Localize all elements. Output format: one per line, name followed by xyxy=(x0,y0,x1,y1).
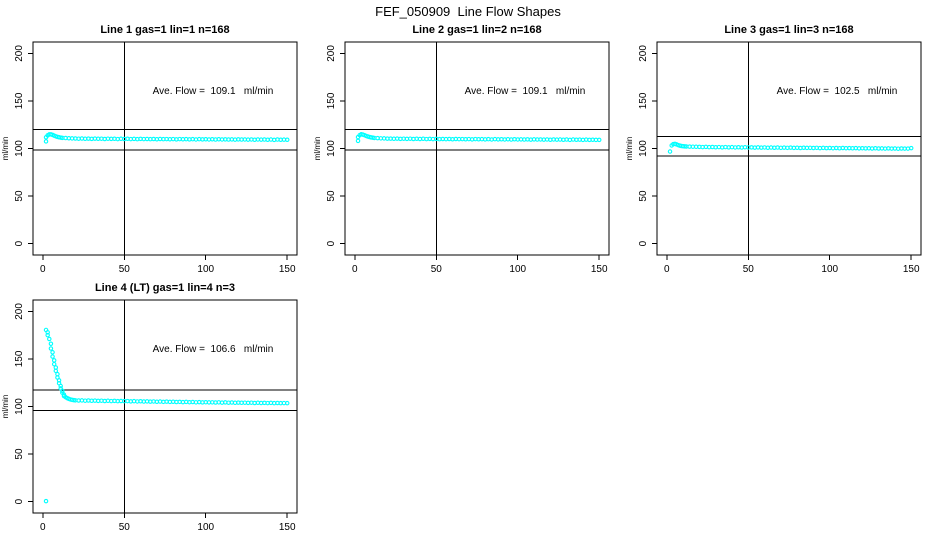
svg-text:100: 100 xyxy=(14,140,25,157)
svg-text:150: 150 xyxy=(14,92,25,109)
svg-text:50: 50 xyxy=(431,264,443,275)
svg-text:100: 100 xyxy=(638,140,649,157)
svg-text:0: 0 xyxy=(40,522,46,533)
svg-text:150: 150 xyxy=(326,92,337,109)
subplot-title: Line 2 gas=1 lin=2 n=168 xyxy=(412,24,542,36)
svg-text:150: 150 xyxy=(279,264,296,275)
svg-text:150: 150 xyxy=(638,92,649,109)
subplot-line-3: 0 50 100 150 0 50 100 150 200 ml/min Line 3 gas=1… xyxy=(624,24,936,282)
svg-text:50: 50 xyxy=(326,190,337,202)
svg-text:0: 0 xyxy=(638,240,649,246)
subplot-title: Line 4 (LT) gas=1 lin=4 n=3 xyxy=(94,282,236,294)
ave-flow-annotation: Ave. Flow = 109.1 ml/min xyxy=(152,86,274,97)
line-1-flow-chart: 0 50 100 150 0 50 100 150 200 ml/min xyxy=(1,41,298,275)
svg-text:100: 100 xyxy=(326,140,337,157)
svg-text:50: 50 xyxy=(14,448,25,460)
svg-text:150: 150 xyxy=(903,264,920,275)
svg-text:0: 0 xyxy=(664,264,670,275)
svg-text:100: 100 xyxy=(14,398,25,415)
page-title: FEF_050909 Line Flow Shapes xyxy=(375,4,561,19)
svg-text:50: 50 xyxy=(119,522,131,533)
svg-text:150: 150 xyxy=(591,264,608,275)
svg-text:ml/min: ml/min xyxy=(313,137,322,161)
line-3-flow-chart: 0 50 100 150 0 50 100 150 200 ml/min xyxy=(625,41,922,275)
svg-text:200: 200 xyxy=(14,303,25,320)
svg-text:ml/min: ml/min xyxy=(1,137,10,161)
subplot-title: Line 1 gas=1 lin=1 n=168 xyxy=(100,24,230,36)
svg-text:50: 50 xyxy=(638,190,649,202)
svg-text:50: 50 xyxy=(14,190,25,202)
svg-text:0: 0 xyxy=(352,264,358,275)
svg-text:0: 0 xyxy=(14,240,25,246)
svg-text:150: 150 xyxy=(279,522,296,533)
svg-text:200: 200 xyxy=(14,45,25,62)
svg-text:0: 0 xyxy=(14,498,25,504)
svg-text:ml/min: ml/min xyxy=(625,137,634,161)
ave-flow-annotation: Ave. Flow = 102.5 ml/min xyxy=(776,86,898,97)
svg-text:100: 100 xyxy=(197,522,214,533)
svg-text:ml/min: ml/min xyxy=(1,395,10,419)
line-2-flow-chart: 0 50 100 150 0 50 100 150 200 ml/min xyxy=(313,41,610,275)
svg-text:100: 100 xyxy=(509,264,526,275)
svg-text:150: 150 xyxy=(14,350,25,367)
subplot-line-1: 0 50 100 150 0 50 100 150 200 ml/min Line 1 gas=1… xyxy=(0,24,312,282)
svg-text:100: 100 xyxy=(821,264,838,275)
ave-flow-annotation: Ave. Flow = 109.1 ml/min xyxy=(464,86,586,97)
svg-text:0: 0 xyxy=(40,264,46,275)
svg-text:50: 50 xyxy=(119,264,131,275)
svg-text:50: 50 xyxy=(743,264,755,275)
ave-flow-annotation: Ave. Flow = 106.6 ml/min xyxy=(152,344,274,355)
line-4-flow-chart: 0 50 100 150 0 50 100 150 200 ml/min xyxy=(1,299,298,533)
subplot-title: Line 3 gas=1 lin=3 n=168 xyxy=(724,24,854,36)
subplot-line-2: 0 50 100 150 0 50 100 150 200 ml/min Line 2 gas=1… xyxy=(312,24,624,282)
svg-text:0: 0 xyxy=(326,240,337,246)
subplot-line-4: 0 50 100 150 0 50 100 150 200 ml/min Line 4 (LT) … xyxy=(0,282,312,540)
svg-text:200: 200 xyxy=(326,45,337,62)
svg-text:200: 200 xyxy=(638,45,649,62)
svg-text:100: 100 xyxy=(197,264,214,275)
